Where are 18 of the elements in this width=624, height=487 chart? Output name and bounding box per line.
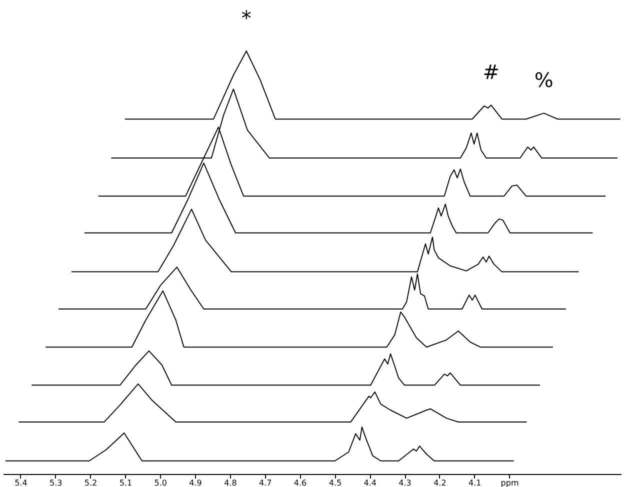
x-tick-label: 4.8 [224,478,237,487]
annotation: * [241,6,252,30]
x-tick-label: 4.2 [434,478,446,487]
x-tick-label: 5.4 [14,478,28,487]
x-tick-label: 4.5 [328,478,342,487]
annotation: % [534,68,554,92]
x-tick-label: 4.3 [398,478,412,487]
x-tick-label: 4.7 [258,478,272,487]
x-tick-label: 4.4 [364,478,376,487]
x-tick-label: 4.1 [468,478,482,487]
x-tick-label: 4.9 [189,478,202,487]
x-tick-label: 5.2 [84,478,98,487]
x-tick-label: 4.6 [294,478,307,487]
x-tick-label: 5.3 [50,478,62,487]
x-tick-label: ppm [500,478,519,487]
x-tick-label: 5.1 [119,478,132,487]
x-tick-label: 5.0 [154,478,167,487]
annotation: # [482,60,500,84]
